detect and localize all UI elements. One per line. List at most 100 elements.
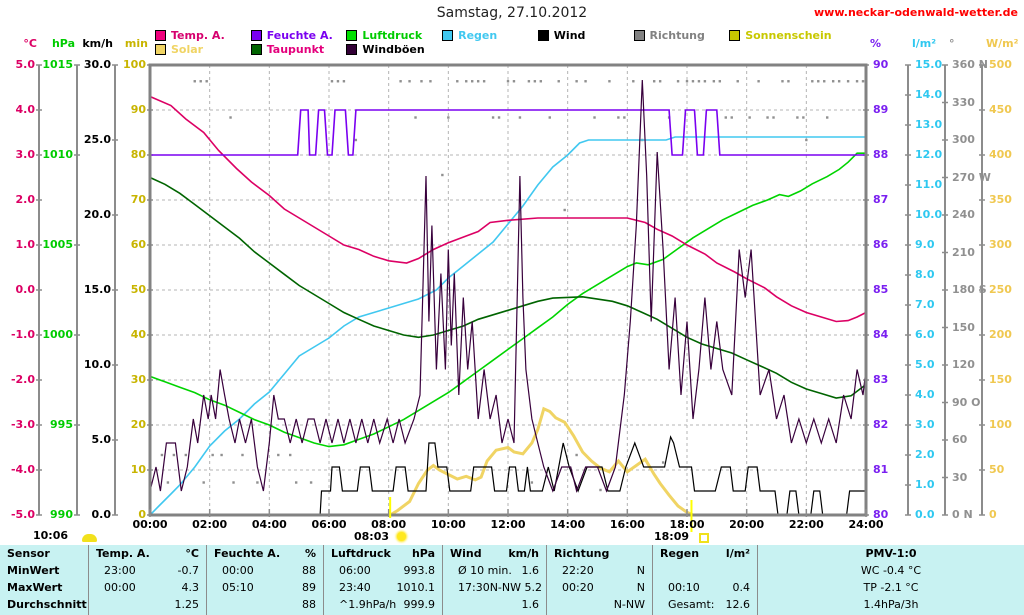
axis-unit-solar: W/m² <box>986 37 1019 50</box>
series-richtung-dot <box>861 80 865 83</box>
wind-tick-label: 0.0 <box>91 508 112 521</box>
legend-item-feuchte: Feuchte A. <box>250 29 333 42</box>
stats-col-unit: °C <box>185 547 199 560</box>
hum-tick-label: 86 <box>873 238 889 251</box>
series-richtung-dot <box>309 481 313 484</box>
temp-tick-label: -2.0 <box>10 373 35 386</box>
rain-tick-label: 10.0 <box>915 208 943 221</box>
series-richtung-dot <box>697 80 701 83</box>
temp-tick-label: -3.0 <box>10 418 35 431</box>
series-richtung-dot <box>294 481 298 484</box>
dir-tick-label: 330 <box>952 95 975 109</box>
stats-col-header: Luftdruck <box>331 547 391 560</box>
stats-col-header: PMV-1:0 <box>865 547 917 560</box>
x-tick-label: 10:00 <box>430 518 466 531</box>
stats-cell: WC -0.4 °C <box>860 564 922 577</box>
sun-tick-label: 10 <box>130 463 146 476</box>
stats-col-header: Temp. A. <box>96 547 150 560</box>
series-temp <box>149 95 867 323</box>
stats-cell: 00:00 4.3 <box>104 581 199 594</box>
series-richtung-dot <box>712 80 716 83</box>
series-richtung-dot <box>354 138 358 142</box>
stats-row-label: Sensor <box>7 547 50 560</box>
site-url-link[interactable]: www.neckar-odenwald-wetter.de <box>814 6 1018 19</box>
series-richtung-dot <box>465 80 468 83</box>
temp-tick-label: -5.0 <box>10 508 35 521</box>
series-richtung-dot <box>661 461 665 464</box>
stats-cell: 00:00 88 <box>222 564 316 577</box>
legend-label: Taupunkt <box>266 42 325 56</box>
stats-col-feuchte: Feuchte A.% 00:00 88 05:10 89 88 <box>206 545 323 615</box>
stats-col-header: Feuchte A. <box>214 547 281 560</box>
legend-label: Solar <box>171 42 204 56</box>
solar-tick-label: 500 <box>989 58 1012 71</box>
regen-swatch-icon <box>442 29 454 41</box>
temp-tick-label: 0.0 <box>15 283 36 296</box>
sun-tick-label: 50 <box>130 283 146 296</box>
sun-tick-label: 40 <box>130 328 146 341</box>
series-richtung-dot <box>471 80 474 83</box>
legend-label: Wind <box>553 28 586 42</box>
stats-cell: 00:20 N <box>562 581 645 594</box>
press-tick-label: 1015 <box>42 58 73 71</box>
page-title: Samstag, 27.10.2012 <box>436 5 588 21</box>
sun-tick-label: 60 <box>130 238 146 251</box>
stats-cell: TP -2.1 °C <box>863 581 919 594</box>
stats-row-label: MinWert <box>7 564 60 577</box>
wind-tick-label: 15.0 <box>83 283 111 296</box>
legend-item-wind: Wind <box>537 28 586 42</box>
series-richtung-dot <box>575 453 578 457</box>
legend-item-regen: Regen <box>442 29 497 42</box>
x-tick-label: 04:00 <box>251 518 287 531</box>
series-richtung-dot <box>184 453 187 457</box>
series-richtung-dot <box>429 80 432 83</box>
series-richtung-dot <box>718 80 722 83</box>
stats-col-unit: % <box>304 547 316 560</box>
stats-row-labels: Sensor MinWert MaxWert Durchschnitt <box>0 545 88 615</box>
legend-item-sonnenschein: Sonnenschein <box>729 29 832 42</box>
series-richtung-dot <box>557 80 560 83</box>
legend-item-temp: Temp. A. <box>155 29 225 42</box>
moonrise-time: 10:06 <box>33 529 69 542</box>
temp-tick-label: -4.0 <box>10 463 35 476</box>
wind-tick-label: 30.0 <box>83 58 111 71</box>
series-richtung-dot <box>796 116 799 119</box>
stats-col-unit: l/m² <box>725 547 750 560</box>
rain-tick-label: 12.0 <box>915 148 943 161</box>
temp-tick-label: 4.0 <box>15 103 36 116</box>
dir-tick-label: 360 N <box>952 58 988 71</box>
series-richtung-dot <box>289 453 292 457</box>
sun-tick-label: 90 <box>130 103 146 116</box>
sonnenschein-swatch-icon <box>729 29 741 41</box>
solar-tick-label: 400 <box>989 148 1012 161</box>
temp-tick-label: 1.0 <box>15 238 36 251</box>
series-richtung-dot <box>527 80 531 83</box>
series-richtung-dot <box>802 116 805 119</box>
x-tick-label: 14:00 <box>550 518 586 531</box>
series-richtung-dot <box>730 116 733 119</box>
series-richtung-dot <box>441 173 444 177</box>
series-richtung-dot <box>512 80 516 83</box>
stats-col-header: Wind <box>450 547 482 560</box>
wind-tick-label: 20.0 <box>83 208 111 221</box>
series-richtung-dot <box>823 80 826 83</box>
series-richtung-dot <box>787 80 790 83</box>
series-richtung-dot <box>539 80 543 83</box>
hum-tick-label: 82 <box>873 418 889 431</box>
series-richtung-dot <box>241 453 244 457</box>
hum-tick-label: 80 <box>873 508 889 521</box>
wind-tick-label: 25.0 <box>83 133 111 146</box>
stats-cell: 88 <box>302 598 316 611</box>
stats-cell: ^1.9hPa/h 999.9 <box>339 598 435 611</box>
series-richtung-dot <box>617 116 620 119</box>
temp-tick-label: 3.0 <box>15 148 36 161</box>
series-richtung-dot <box>166 481 170 484</box>
stats-cell: N-NW <box>613 598 645 611</box>
series-richtung-dot <box>748 116 751 119</box>
rain-tick-label: 14.0 <box>915 88 943 101</box>
weather-chart-plot <box>36 63 985 532</box>
series-richtung-dot <box>736 80 739 83</box>
series-richtung-dot <box>408 80 411 83</box>
sunset-icon <box>699 533 709 543</box>
series-richtung-dot <box>632 80 635 83</box>
